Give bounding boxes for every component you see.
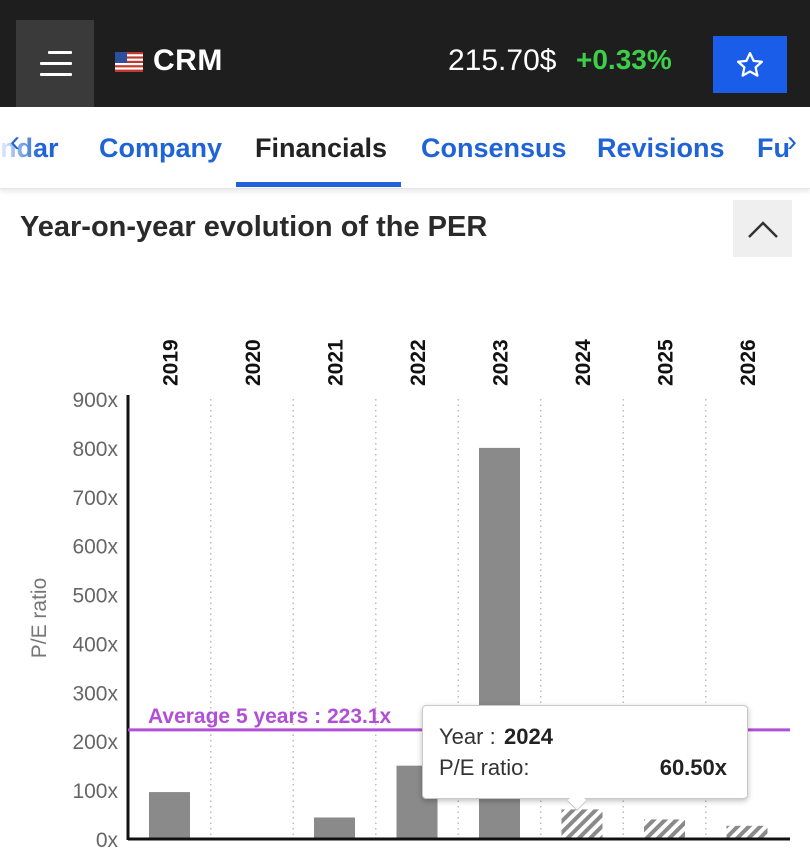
- y-tick-label: 600x: [72, 536, 118, 559]
- scroll-right-arrow[interactable]: ›: [787, 125, 797, 158]
- favorite-button[interactable]: [713, 36, 787, 93]
- tab-company[interactable]: Company: [99, 133, 223, 163]
- price-change: +0.33%: [576, 44, 672, 75]
- tab-consensus[interactable]: Consensus: [421, 133, 567, 163]
- stock-price: 215.70$: [448, 44, 557, 77]
- chevron-up-icon: [747, 220, 778, 238]
- section-title: Year-on-year evolution of the PER: [20, 211, 488, 243]
- bar-2025[interactable]: [644, 819, 685, 839]
- y-tick-label: 0x: [96, 829, 119, 848]
- tab-future[interactable]: Fu: [757, 133, 790, 163]
- top-bar: CRM 215.70$ +0.33%: [0, 0, 810, 107]
- y-tick-label: 300x: [72, 682, 118, 705]
- average-label: Average 5 years : 223.1x: [148, 705, 392, 728]
- menu-button[interactable]: [16, 20, 94, 107]
- y-tick-label: 500x: [72, 585, 118, 608]
- active-tab-indicator: [236, 182, 401, 187]
- tab-bar: ndar ‹ Company Financials Consensus Revi…: [0, 107, 810, 189]
- tab-revisions[interactable]: Revisions: [597, 133, 725, 163]
- chart-tooltip: Year : 2024 P/E ratio: 60.50x: [422, 705, 748, 811]
- x-tick-label: 2020: [242, 339, 265, 386]
- x-tick-label: 2019: [160, 339, 183, 386]
- tooltip-per-label: P/E ratio:: [439, 755, 530, 780]
- star-outline-icon: [737, 51, 763, 77]
- bar-2019[interactable]: [149, 792, 190, 839]
- x-tick-label: 2025: [655, 339, 678, 386]
- scroll-left-arrow[interactable]: ‹: [10, 125, 20, 158]
- x-tick-label: 2026: [737, 339, 760, 386]
- y-tick-label: 900x: [72, 389, 118, 412]
- bar-2024[interactable]: [561, 809, 603, 839]
- x-tick-label: 2022: [407, 339, 430, 386]
- y-tick-label: 700x: [72, 487, 118, 510]
- bar-2021[interactable]: [314, 817, 355, 839]
- tooltip-year-value: 2024: [504, 724, 553, 749]
- us-flag-icon: [115, 52, 143, 72]
- hamburger-icon: [38, 51, 72, 76]
- tooltip-year-label: Year :: [439, 724, 496, 749]
- y-axis-title: P/E ratio: [28, 578, 51, 659]
- tooltip-per-value: 60.50x: [659, 755, 727, 780]
- y-tick-label: 400x: [72, 633, 118, 656]
- x-tick-label: 2023: [490, 339, 513, 386]
- tab-financials[interactable]: Financials: [255, 133, 388, 163]
- ticker-symbol: CRM: [153, 44, 223, 77]
- x-tick-label: 2021: [325, 339, 348, 386]
- bar-2026[interactable]: [726, 825, 768, 839]
- y-tick-label: 800x: [72, 438, 118, 461]
- x-tick-label: 2024: [572, 339, 595, 386]
- y-tick-label: 200x: [72, 731, 118, 754]
- y-tick-label: 100x: [72, 780, 118, 803]
- collapse-button[interactable]: [733, 200, 792, 257]
